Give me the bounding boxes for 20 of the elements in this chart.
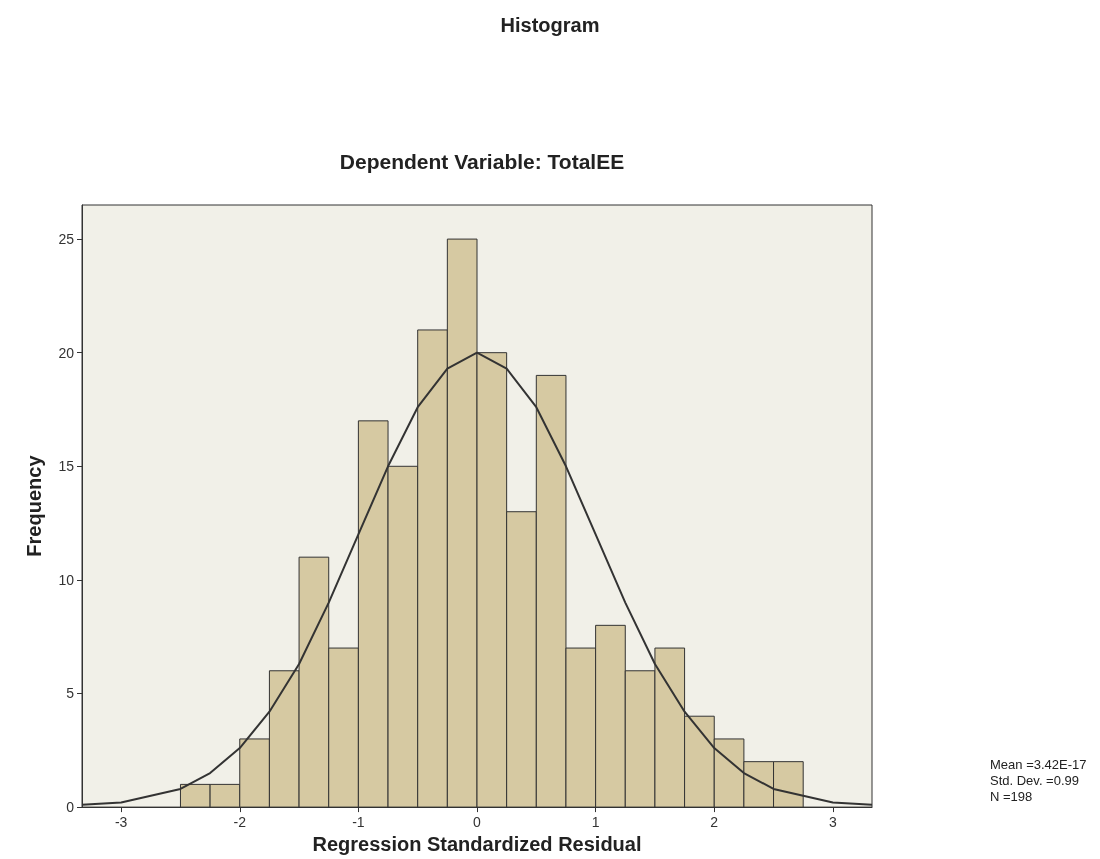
- x-tick-label: 3: [828, 814, 837, 831]
- y-tick-label: 5: [66, 685, 75, 702]
- y-tick-label: 0: [66, 799, 75, 816]
- x-tick-label: -1: [352, 814, 365, 831]
- y-tick-label: 20: [58, 344, 75, 361]
- x-tick-label: -2: [233, 814, 247, 831]
- x-tick-label: 1: [591, 814, 600, 831]
- text: Mean =3.42E-17: [990, 757, 1087, 772]
- y-tick-label: 25: [58, 231, 75, 248]
- x-tick-label: 2: [710, 814, 719, 831]
- y-tick-label: 10: [58, 571, 75, 588]
- y-axis-title: Frequency: [23, 454, 45, 557]
- x-axis-title: Regression Standardized Residual: [312, 833, 642, 855]
- y-tick-label: 15: [58, 458, 75, 475]
- x-tick-label: -3: [114, 814, 128, 831]
- chart-title: Histogram: [500, 14, 600, 36]
- text: Std. Dev. =0.99: [990, 773, 1080, 788]
- x-tick-label: 0: [473, 814, 482, 831]
- text: N =198: [990, 789, 1033, 804]
- chart-subtitle: Dependent Variable: TotalEE: [339, 150, 625, 173]
